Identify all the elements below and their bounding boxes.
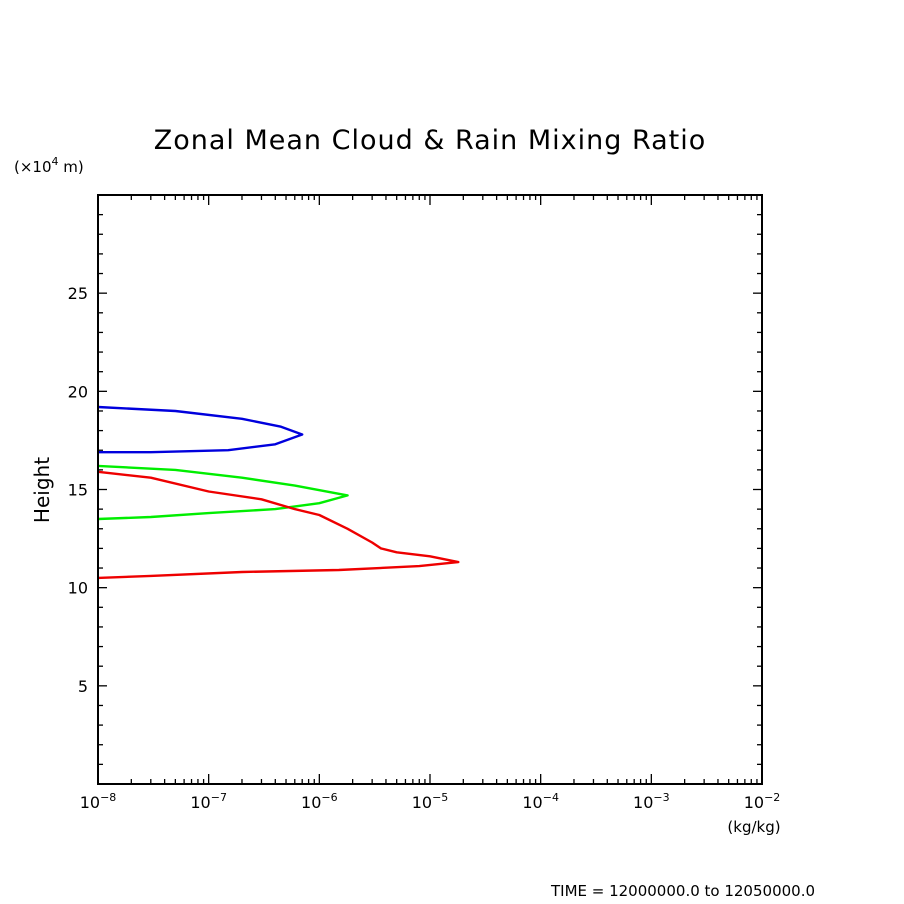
- x-tick-exponent: −2: [764, 791, 780, 804]
- x-tick-base: 10: [301, 793, 321, 812]
- x-axis-unit: (kg/kg): [727, 818, 780, 836]
- x-tick-label: 10−6: [301, 791, 338, 812]
- x-tick-base: 10: [522, 793, 542, 812]
- series-line-2: [97, 464, 349, 521]
- y-unit-suffix: m): [59, 158, 84, 176]
- x-tick-exponent: −4: [543, 791, 559, 804]
- y-axis: 5 10 15 20 25: [68, 213, 762, 766]
- x-tick-label: 10−3: [633, 791, 670, 812]
- x-tick-label: 10−5: [412, 791, 449, 812]
- y-tick-label: 20: [68, 382, 88, 401]
- x-tick-base: 10: [633, 793, 653, 812]
- x-tick-label: 10−7: [190, 791, 227, 812]
- x-tick-exponent: −5: [432, 791, 448, 804]
- x-tick-base: 10: [190, 793, 210, 812]
- x-tick-exponent: −8: [100, 791, 116, 804]
- x-tick-exponent: −6: [321, 791, 337, 804]
- x-tick-base: 10: [80, 793, 100, 812]
- x-tick-label: 10−4: [522, 791, 559, 812]
- x-tick-label: 10−8: [80, 791, 117, 812]
- x-tick-label: 10−2: [744, 791, 781, 812]
- series-line-3: [97, 470, 460, 580]
- chart-title: Zonal Mean Cloud & Rain Mixing Ratio: [154, 125, 707, 156]
- y-unit-exponent: 4: [52, 155, 59, 168]
- x-tick-exponent: −3: [653, 791, 669, 804]
- time-label: TIME = 12000000.0 to 12050000.0: [550, 882, 815, 900]
- x-tick-base: 10: [412, 793, 432, 812]
- x-axis: 10−8 10−7 10−6 10−5 10−4 10−3 10−2: [80, 195, 781, 812]
- y-tick-label: 5: [78, 677, 88, 696]
- y-tick-label: 25: [68, 284, 88, 303]
- y-unit-prefix: (×10: [14, 158, 52, 176]
- series-line-1: [97, 405, 304, 454]
- x-tick-base: 10: [744, 793, 764, 812]
- series-group: [97, 405, 460, 580]
- y-axis-label: Height: [30, 457, 54, 523]
- y-tick-label: 10: [68, 579, 88, 598]
- x-tick-exponent: −7: [211, 791, 227, 804]
- y-axis-unit: (×104 m): [14, 155, 84, 176]
- y-tick-label: 15: [68, 481, 88, 500]
- plot-frame: [97, 194, 763, 785]
